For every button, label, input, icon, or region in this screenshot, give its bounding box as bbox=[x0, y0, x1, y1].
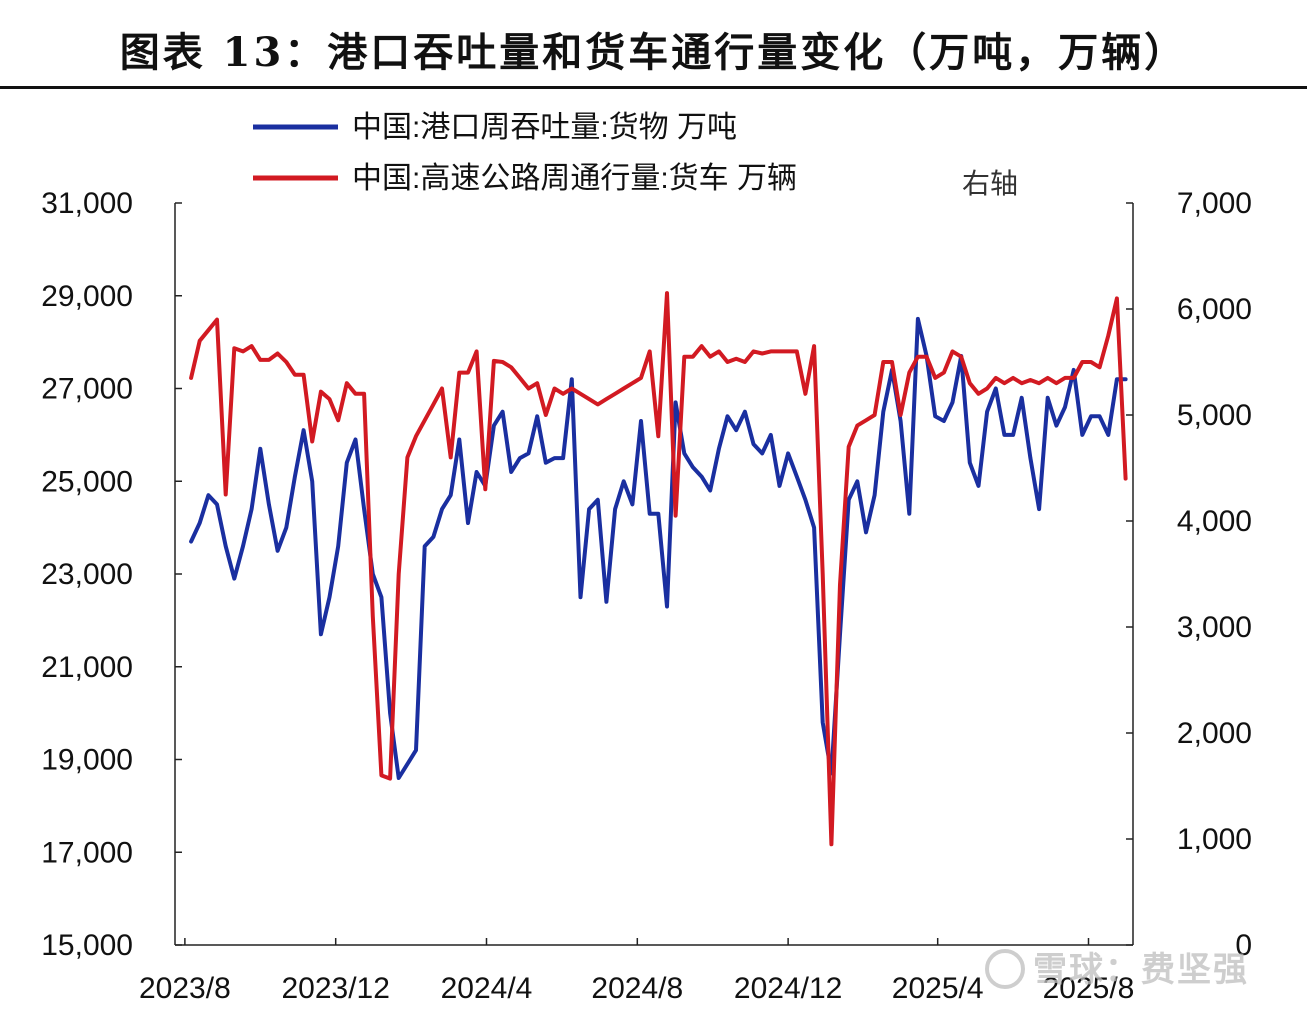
series-line-1 bbox=[189, 316, 1128, 780]
right-tick-label: 7,000 bbox=[1177, 187, 1252, 220]
chart-title: 图表 13：港口吞吐量和货车通行量变化（万吨，万辆） bbox=[119, 29, 1188, 76]
x-tick-label: 2024/8 bbox=[591, 972, 683, 1005]
right-tick-label: 2,000 bbox=[1177, 717, 1252, 750]
left-tick-label: 31,000 bbox=[41, 187, 133, 220]
left-tick-label: 15,000 bbox=[41, 929, 133, 962]
watermark-text: 雪球：费坚强 bbox=[1033, 950, 1249, 990]
left-tick-label: 21,000 bbox=[41, 651, 133, 684]
x-tick-label: 2024/4 bbox=[441, 972, 533, 1005]
x-tick-label: 2023/8 bbox=[139, 972, 231, 1005]
snowball-logo-icon bbox=[985, 949, 1025, 989]
x-tick-label: 2023/12 bbox=[281, 972, 389, 1005]
right-tick-label: 5,000 bbox=[1177, 399, 1252, 432]
left-tick-label: 23,000 bbox=[41, 558, 133, 591]
left-tick-label: 17,000 bbox=[41, 836, 133, 869]
left-tick-label: 25,000 bbox=[41, 465, 133, 498]
left-tick-label: 29,000 bbox=[41, 280, 133, 313]
x-tick-label: 2025/8 bbox=[1043, 972, 1135, 1005]
left-tick-label: 27,000 bbox=[41, 373, 133, 406]
x-tick-label: 2024/12 bbox=[734, 972, 842, 1005]
legend-label-2: 中国:高速公路周通行量:货车 万辆 bbox=[352, 162, 797, 195]
left-tick-label: 19,000 bbox=[41, 744, 133, 777]
x-tick-label: 2025/4 bbox=[892, 972, 984, 1005]
right-tick-label: 1,000 bbox=[1177, 823, 1252, 856]
ticks-layer: 15,000 17,000 19,000 21,000 23,000 25,000 27,0… bbox=[41, 187, 1252, 1005]
right-axis-note: 右轴 bbox=[962, 168, 1018, 199]
legend-label-1: 中国:港口周吞吐量:货物 万吨 bbox=[352, 111, 737, 144]
title-divider bbox=[0, 86, 1307, 89]
right-tick-label: 3,000 bbox=[1177, 611, 1252, 644]
right-tick-label: 4,000 bbox=[1177, 505, 1252, 538]
series-line-2 bbox=[189, 291, 1128, 847]
right-tick-label: 0 bbox=[1235, 929, 1252, 962]
right-tick-label: 6,000 bbox=[1177, 293, 1252, 326]
lines-layer bbox=[189, 291, 1128, 847]
watermark: 雪球：费坚强 bbox=[985, 942, 1249, 991]
